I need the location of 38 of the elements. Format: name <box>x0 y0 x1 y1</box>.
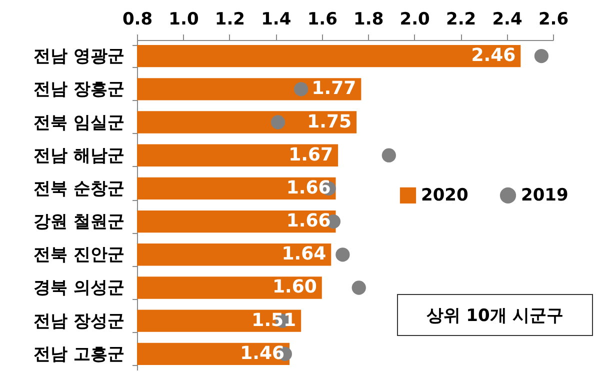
y-tick-label: 전북 임실군 <box>34 112 124 133</box>
x-tick-label: 1.4 <box>261 10 292 30</box>
x-tick-label: 1.0 <box>168 10 199 30</box>
x-tick-label: 2.4 <box>492 10 522 30</box>
y-tick-label: 경북 의성군 <box>34 278 124 298</box>
data-label: 1.64 <box>282 244 326 265</box>
point <box>294 82 308 96</box>
x-tick-label: 1.6 <box>307 10 338 30</box>
y-tick-label: 전남 고흥군 <box>34 344 124 364</box>
y-tick-label: 전북 순창군 <box>34 178 124 199</box>
data-label: 1.51 <box>252 310 296 331</box>
y-tick-label: 전남 장성군 <box>34 311 124 332</box>
x-tick-label: 1.8 <box>354 10 384 30</box>
data-label: 1.75 <box>307 111 352 132</box>
point <box>270 115 286 130</box>
point <box>382 148 396 162</box>
data-label: 1.60 <box>272 276 317 298</box>
x-tick-label: 0.8 <box>122 10 153 30</box>
x-tick-label: 2.2 <box>446 10 476 30</box>
y-tick-label: 전남 해남군 <box>34 146 124 166</box>
y-tick-label: 전남 장흥군 <box>34 80 124 100</box>
x-tick-label: 2.6 <box>538 10 569 30</box>
data-label: 1.46 <box>240 342 285 364</box>
point <box>534 48 549 64</box>
x-tick-label: 1.2 <box>214 10 246 30</box>
data-label: 1.66 <box>286 210 331 232</box>
data-label: 1.67 <box>288 144 334 166</box>
data-label: 2.46 <box>471 45 516 66</box>
data-label: 1.77 <box>312 78 356 100</box>
data-label: 1.66 <box>286 177 331 198</box>
x-tick-label: 2.0 <box>400 10 430 30</box>
legend-label: 2019 <box>521 185 568 206</box>
legend-label: 2020 <box>421 185 468 206</box>
y-tick-label: 강원 철원군 <box>34 212 124 232</box>
point <box>352 280 366 295</box>
point <box>336 248 350 262</box>
y-tick-label: 전남 영광군 <box>34 46 124 67</box>
y-tick-label: 전북 진안군 <box>34 245 124 266</box>
